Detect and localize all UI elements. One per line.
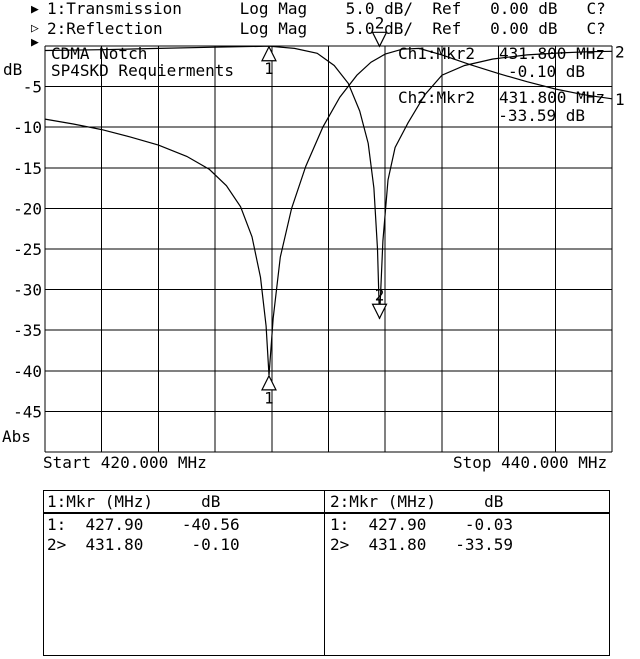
ch2-marker-readout-label: Ch2:Mkr2	[398, 88, 476, 107]
plot-title-line2: SP4SKD Requierments	[51, 61, 235, 80]
y-axis-label: dB	[3, 60, 23, 79]
marker-table-right-row1: 1: 427.90 -0.03	[330, 515, 514, 534]
ch1-marker-readout-db: -0.10 dB	[507, 62, 585, 81]
marker-table-left-row1: 1: 427.90 -40.56	[47, 515, 240, 534]
y-tick-label: -15	[13, 159, 42, 178]
active-channel-marker-icon: ▶	[31, 35, 39, 50]
marker-table-left-header: 1:Mkr (MHz) dB	[47, 492, 221, 511]
marker-number-label: 1	[264, 388, 274, 407]
channel2-inactive-arrow-icon: ▷	[31, 21, 39, 36]
y-tick-label: -30	[13, 281, 42, 300]
marker-table-header-rule	[44, 512, 609, 514]
marker-table-divider	[324, 491, 325, 655]
marker-number-label: 2	[375, 285, 385, 304]
y-tick-label: -35	[13, 321, 42, 340]
ch2-marker-readout-freq: 431.800 MHz	[499, 88, 605, 107]
marker-number-label: 1	[264, 59, 274, 78]
y-tick-label: -5	[23, 78, 42, 97]
trace-end-label: 2	[615, 42, 625, 61]
start-frequency-label: Start 420.000 MHz	[43, 453, 207, 472]
y-tick-label: -20	[13, 199, 42, 218]
header-line-channel2: 2:Reflection Log Mag 5.0 dB/ Ref 0.00 dB…	[47, 19, 606, 38]
y-tick-label: -25	[13, 240, 42, 259]
marker-table-right-header: 2:Mkr (MHz) dB	[330, 492, 504, 511]
y-tick-label: -10	[13, 118, 42, 137]
trace-end-label: 1	[615, 90, 625, 109]
stop-frequency-label: Stop 440.000 MHz	[453, 453, 608, 472]
y-tick-label: -40	[13, 362, 42, 381]
header-line-channel1: 1:Transmission Log Mag 5.0 dB/ Ref 0.00 …	[47, 0, 606, 18]
marker-table: 1:Mkr (MHz) dB 1: 427.90 -40.56 2> 431.8…	[43, 490, 610, 656]
marker-table-left-row2: 2> 431.80 -0.10	[47, 535, 240, 554]
y-tick-label: -45	[13, 402, 42, 421]
marker-1-ch1-icon	[260, 374, 277, 391]
marker-1-ch2-icon	[260, 45, 277, 62]
marker-2-ch2-icon	[371, 303, 388, 320]
marker-table-right-row2: 2> 431.80 -33.59	[330, 535, 514, 554]
ch1-marker-readout-freq: 431.800 MHz	[499, 44, 605, 63]
channel1-active-arrow-icon: ▶	[31, 2, 39, 17]
ch2-marker-readout-db: -33.59 dB	[498, 106, 585, 125]
ch1-marker-readout-label: Ch1:Mkr2	[398, 44, 476, 63]
y-axis-abs-label: Abs	[2, 427, 31, 446]
